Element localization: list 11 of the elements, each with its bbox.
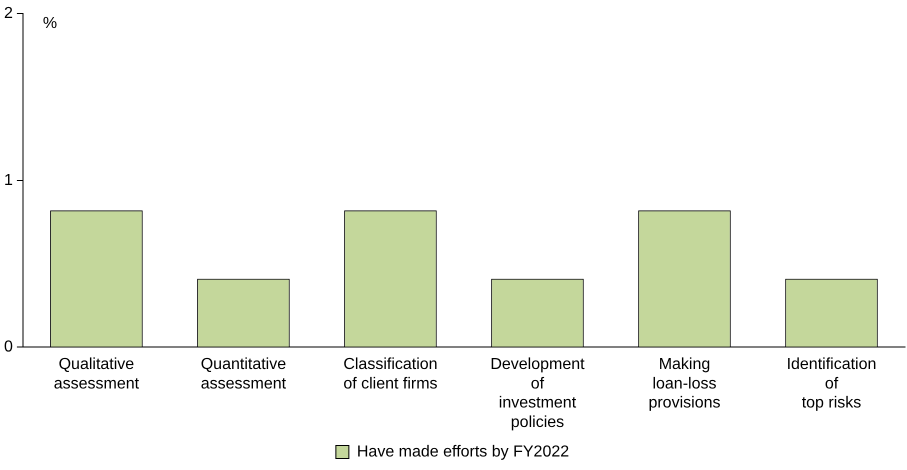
y-axis-title: % — [42, 15, 58, 32]
y-tick-label: 2 — [4, 5, 13, 22]
x-tick-label: Identification of top risks — [786, 356, 876, 412]
legend-label: Have made efforts by FY2022 — [356, 443, 570, 460]
y-tick-label: 1 — [4, 172, 13, 189]
x-tick-label: Development of investment policies — [490, 356, 586, 431]
x-tick-label: Qualitative assessment — [54, 356, 140, 392]
x-tick-label: Classification of client firms — [343, 356, 438, 392]
y-tick-label: 0 — [4, 338, 13, 356]
x-tick-label: Quantitative assessment — [200, 356, 287, 392]
x-tick-label: Making loan-loss provisions — [648, 356, 720, 412]
